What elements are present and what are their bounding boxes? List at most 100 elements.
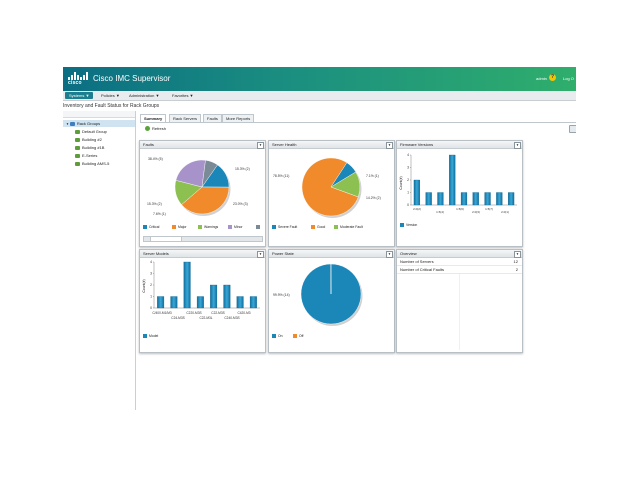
table-row: Number of Critical Faults 2	[397, 266, 522, 274]
app-header: cisco Cisco IMC Supervisor admin ? Log O	[63, 67, 576, 91]
logout-link[interactable]: Log O	[563, 76, 574, 81]
overview-panel: Overview ▼ Number of Servers 12 Number of…	[396, 249, 523, 353]
x-tick-label: C/400-M1/M3	[152, 311, 172, 315]
tree-item-default-group[interactable]: Default Group	[75, 128, 107, 135]
logo-text: cisco	[68, 80, 82, 86]
faults-label-warnings: 15.3% (2)	[147, 202, 162, 206]
y-tick-label: 2	[150, 283, 152, 287]
bar-5[interactable]	[210, 284, 218, 309]
legend-warnings: Warnings	[198, 225, 218, 230]
bar-9[interactable]	[508, 192, 515, 206]
scroll-thumb[interactable]	[150, 237, 182, 241]
overview-table: Number of Servers 12 Number of Critical F…	[397, 258, 522, 274]
tab-rack-servers[interactable]: Rack Servers	[169, 114, 202, 122]
pie-slice-other[interactable]	[201, 160, 218, 188]
table-row: Number of Servers 12	[397, 258, 522, 266]
bar-6[interactable]	[472, 192, 479, 206]
panel-menu-icon[interactable]: ▼	[386, 142, 393, 149]
pie-slice-moderate-fault[interactable]	[330, 171, 361, 198]
firmware-bar-chart: Count(#) 0 1 2 3 4 2.0(2) 1.5(4) 1.5(6) 2.0(3) 1.…	[399, 153, 517, 214]
bar-6[interactable]	[223, 284, 231, 309]
faults-pie-chart	[174, 159, 231, 216]
panel-menu-icon[interactable]: ▼	[514, 251, 521, 258]
panel-menu-icon[interactable]: ▼	[257, 251, 264, 258]
panel-menu-icon[interactable]: ▼	[257, 142, 264, 149]
legend-severe-fault: Severe Fault	[272, 225, 297, 230]
refresh-icon[interactable]	[145, 126, 150, 131]
rack-icon	[75, 153, 80, 158]
panel-menu-icon[interactable]: ▼	[386, 251, 393, 258]
server-models-bar-chart: Count(#) 0 1 2 3 4 C/400-M1/M3 C220-M3S C22-M3S…	[142, 260, 260, 320]
menu-favorites[interactable]: Favorites ▼	[172, 93, 194, 98]
x-tick-label: C22-M3S	[211, 311, 224, 315]
bar-4[interactable]	[449, 154, 456, 206]
x-tick-label: C420-M3	[237, 311, 250, 315]
menu-bar: Systems ▼ Policies ▼ Administration ▼ Fa…	[63, 91, 576, 101]
toolbar: Refresh	[140, 123, 576, 135]
rack-icon	[75, 161, 80, 166]
x-tick-label: 1.5(4)	[436, 210, 444, 214]
server-health-panel: Server Health ▼ 78.5% (11) 7.1% (1) 14.2…	[268, 140, 395, 247]
tree-item-rack-groups[interactable]: ▼ Rack Groups	[63, 120, 135, 127]
bar-3[interactable]	[437, 192, 444, 206]
models-y-label: Count(#)	[142, 279, 146, 292]
app-window: cisco Cisco IMC Supervisor admin ? Log O…	[63, 67, 576, 410]
menu-systems[interactable]: Systems ▼	[65, 92, 94, 99]
bar-7[interactable]	[484, 192, 491, 206]
app-title: Cisco IMC Supervisor	[93, 74, 171, 83]
menu-administration[interactable]: Administration ▼	[129, 93, 160, 98]
y-tick-label: 4	[150, 260, 152, 264]
x-tick-label: 2.0(1)	[501, 210, 509, 214]
tree-item-building-ams-5[interactable]: Building AMS-5	[75, 160, 109, 167]
legend-scrollbar[interactable]	[143, 236, 263, 242]
faults-label-critical: 15.3% (2)	[235, 167, 250, 171]
y-tick-label: 3	[407, 166, 409, 170]
pie-slice-major[interactable]	[181, 186, 230, 215]
x-tick-label: C240-M3S	[224, 316, 239, 320]
menu-policies[interactable]: Policies ▼	[101, 93, 120, 98]
pie-slice-minor[interactable]	[175, 159, 206, 188]
rack-icon	[75, 145, 80, 150]
server-health-pie-chart	[301, 157, 362, 218]
bar-5[interactable]	[460, 192, 468, 206]
pie-slice-severe-fault[interactable]	[301, 157, 359, 217]
y-tick-label: 2	[407, 178, 409, 182]
firmware-panel: Firmware Versions ▼ Count(#) 0 1 2 3 4 2.0(2)…	[396, 140, 523, 247]
health-label-severe: 78.5% (11)	[273, 174, 290, 178]
settings-icon[interactable]	[569, 125, 576, 133]
bar-8[interactable]	[249, 296, 257, 309]
faults-label-other: 7.6% (1)	[153, 212, 166, 216]
folder-icon	[69, 121, 75, 126]
bar-4[interactable]	[196, 296, 204, 309]
user-name[interactable]: admin	[536, 76, 547, 81]
tab-more-reports[interactable]: More Reports	[222, 114, 255, 122]
bar-8[interactable]	[496, 192, 503, 206]
panel-title: Faults	[140, 141, 265, 149]
tab-summary[interactable]: Summary	[140, 114, 167, 122]
panel-menu-icon[interactable]: ▼	[514, 142, 521, 149]
help-icon[interactable]: ?	[549, 74, 556, 81]
column-divider	[459, 274, 460, 350]
legend-good: Good	[311, 225, 325, 230]
legend-off: Off	[293, 334, 303, 339]
server-models-panel: Server Models ▼ Count(#) 0 1 2 3 4 C/400-M1/M…	[139, 249, 266, 353]
tree-item-e-series[interactable]: E-Series	[75, 152, 97, 159]
rack-icon	[75, 129, 80, 134]
panel-title: Overview	[397, 250, 522, 258]
bar-1[interactable]	[413, 179, 420, 206]
bar-1[interactable]	[157, 296, 165, 309]
y-tick-label: 0	[150, 306, 152, 310]
tree-item-building-2[interactable]: Building #2	[75, 136, 102, 143]
tab-faults[interactable]: Faults	[203, 114, 222, 122]
bar-7[interactable]	[236, 296, 244, 309]
y-tick-label: 4	[407, 153, 409, 157]
bar-2[interactable]	[170, 296, 178, 309]
bar-2[interactable]	[425, 192, 432, 206]
y-tick-label: 1	[407, 191, 409, 195]
tree-item-building-1b[interactable]: Building #1B	[75, 144, 104, 151]
x-tick-label: C22-M3L	[199, 316, 212, 320]
refresh-button[interactable]: Refresh	[152, 126, 167, 131]
faults-label-minor: 23.0% (3)	[233, 202, 248, 206]
bar-3[interactable]	[183, 261, 191, 309]
power-state-pie-chart	[300, 263, 363, 326]
